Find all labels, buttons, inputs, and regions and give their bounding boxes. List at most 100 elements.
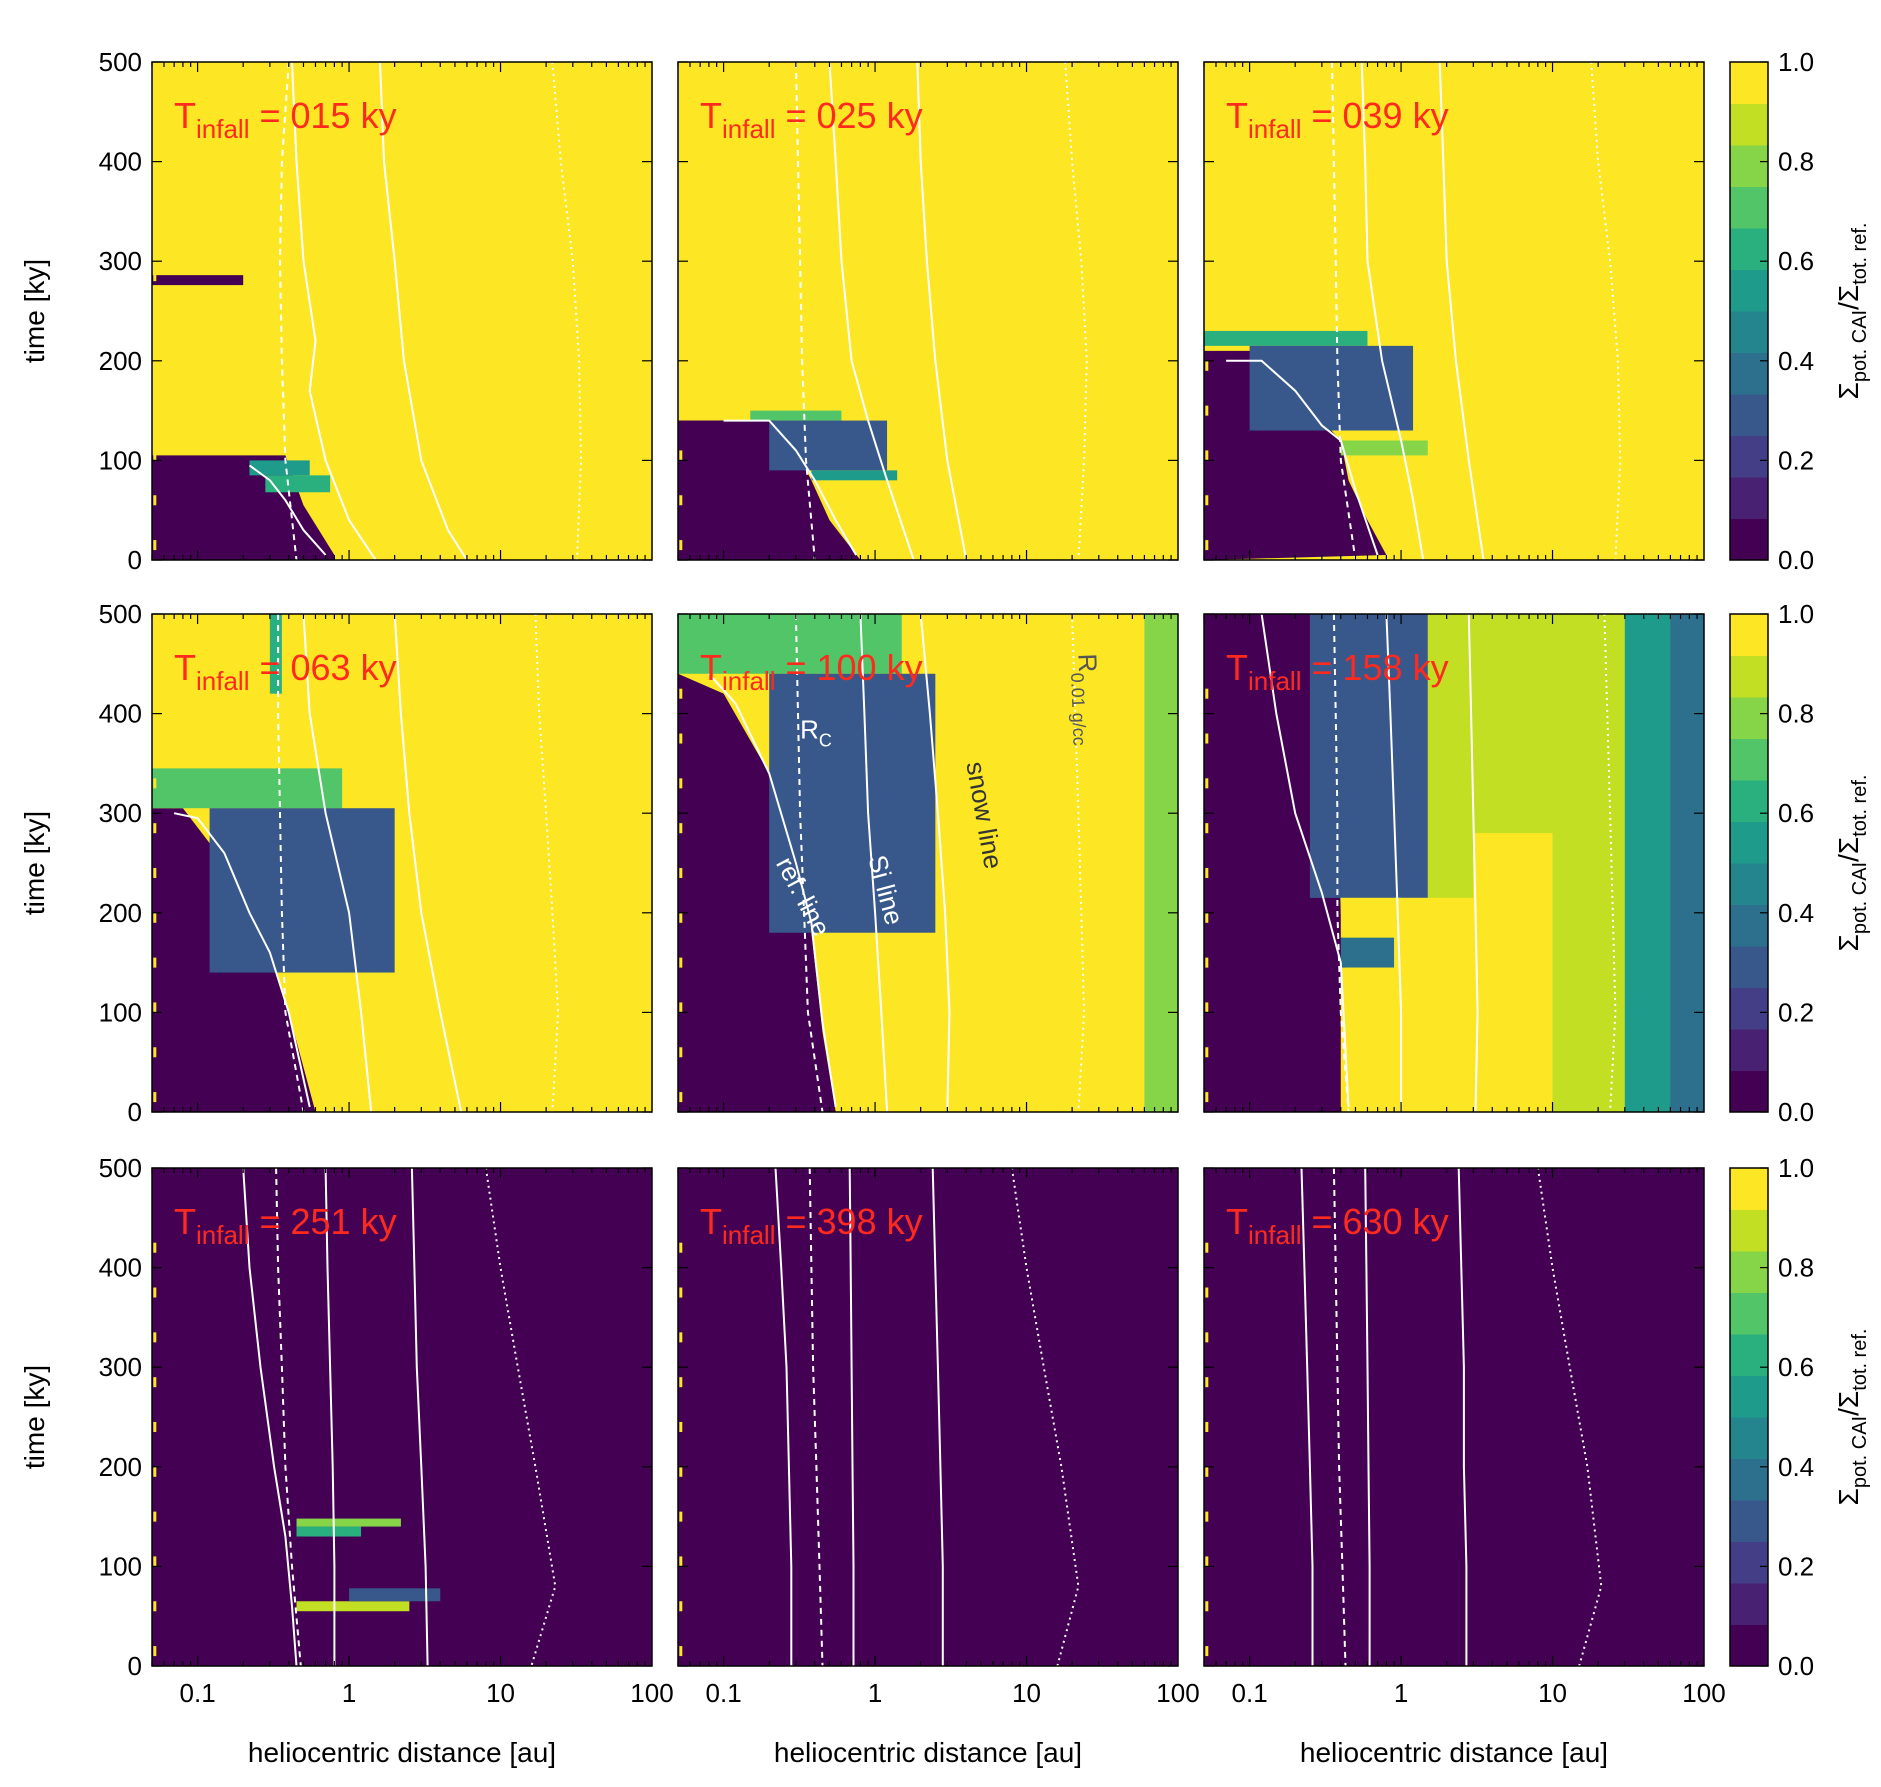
- heatmap-band: [1340, 967, 1474, 1112]
- ref-line-curve: [708, 673, 837, 1108]
- edge-cell: [679, 1092, 683, 1103]
- edge-cell: [153, 1332, 157, 1343]
- edge-cell: [153, 867, 157, 878]
- edge-cell: [679, 1601, 683, 1612]
- colorbar-swatch: [1730, 269, 1768, 312]
- x-tick-label: 10: [486, 1678, 515, 1708]
- edge-cell: [1205, 1511, 1209, 1522]
- dense-line-curve: [1603, 614, 1617, 1112]
- edge-cell: [1205, 136, 1209, 147]
- edge-cell: [679, 1002, 683, 1013]
- snow-line-curve: [1438, 62, 1485, 560]
- colorbar-swatch: [1730, 738, 1768, 781]
- si-line-curve: [291, 62, 377, 560]
- panel-title: Tinfall = 158 ky: [1226, 647, 1449, 696]
- si-line-curve: [324, 1168, 336, 1666]
- edge-cell: [679, 778, 683, 789]
- edge-cell: [153, 1002, 157, 1013]
- heatmap-band: [1309, 614, 1428, 898]
- y-tick-label: 200: [99, 346, 142, 376]
- ref-line-curve: [173, 812, 311, 1108]
- y-tick-label: 300: [99, 798, 142, 828]
- colorbar-swatch: [1730, 946, 1768, 988]
- rc-line-curve: [277, 614, 305, 1112]
- dense-line-curve: [1010, 1168, 1080, 1666]
- dense-line-curve: [534, 614, 560, 1112]
- panel-plot-area: [678, 1168, 1178, 1666]
- edge-cell: [679, 688, 683, 699]
- colorbar-tick-label: 0.2: [1778, 445, 1814, 475]
- colorbar-swatch: [1730, 1624, 1768, 1667]
- colorbar-tick-label: 0.0: [1778, 1651, 1814, 1681]
- colorbar-swatch: [1730, 228, 1768, 270]
- colorbar-frame: [1729, 61, 1769, 561]
- colorbar-tick-label: 0.8: [1778, 147, 1814, 177]
- edge-cell: [1205, 778, 1209, 789]
- edge-cell: [1205, 315, 1209, 326]
- ref-line-curve: [1260, 614, 1350, 1108]
- edge-cell: [679, 226, 683, 237]
- panel-background-cell: [678, 1168, 1178, 1666]
- colorbar-swatch: [1730, 435, 1768, 478]
- edge-cell: [153, 495, 157, 506]
- colorbar-swatch: [1730, 1417, 1768, 1459]
- edge-cell: [679, 360, 683, 371]
- edge-cell: [1205, 1421, 1209, 1432]
- panel-plot-area: [678, 614, 1178, 1112]
- heatmap-band: [1670, 614, 1704, 1112]
- edge-cell: [679, 181, 683, 192]
- edge-cell: [1205, 823, 1209, 834]
- snow-line-curve: [1457, 1168, 1468, 1666]
- heatmap-band: [769, 673, 936, 933]
- colorbar-swatch: [1730, 863, 1768, 905]
- edge-cell: [679, 450, 683, 461]
- edge-cell: [679, 1421, 683, 1432]
- y-tick-label: 400: [99, 147, 142, 177]
- x-tick-label: 100: [1156, 1678, 1199, 1708]
- edge-cell: [1205, 1377, 1209, 1388]
- colorbar-swatch: [1730, 1500, 1768, 1542]
- si-line-curve: [1364, 1168, 1371, 1666]
- heatmap-band: [678, 614, 902, 674]
- x-tick-label: 100: [630, 1678, 673, 1708]
- edge-cell: [1205, 1466, 1209, 1477]
- colorbar-swatch: [1730, 1168, 1768, 1210]
- colorbar-1: 0.0 0.2 0.4 0.6 0.8 1.0 Σpot. CAI/Σtot. ref.: [1729, 47, 1871, 575]
- x-axis-label: heliocentric distance [au]: [774, 1737, 1082, 1768]
- colorbar-label: Σpot. CAI/Σtot. ref.: [1833, 223, 1871, 400]
- y-tick-label: 0: [128, 1651, 142, 1681]
- edge-cell: [1205, 688, 1209, 699]
- edge-cell: [679, 405, 683, 416]
- colorbar-swatch: [1730, 477, 1768, 519]
- edge-cell: [153, 1242, 157, 1253]
- x-tick-label: 10: [1012, 1678, 1041, 1708]
- edge-cell: [153, 315, 157, 326]
- colorbar-swatch: [1730, 1251, 1768, 1293]
- edge-cell: [1205, 1601, 1209, 1612]
- edge-cell: [1205, 1002, 1209, 1013]
- edge-cell: [153, 1556, 157, 1567]
- edge-cell: [153, 136, 157, 147]
- edge-cell: [1205, 540, 1209, 551]
- colorbar-swatch: [1730, 655, 1768, 698]
- si-line-curve: [302, 614, 373, 1112]
- heatmap-band: [1144, 614, 1178, 1112]
- colorbar-tick-label: 1.0: [1778, 1153, 1814, 1183]
- colorbar-tick-label: 1.0: [1778, 599, 1814, 629]
- heatmap-band: [265, 475, 331, 493]
- edge-cell: [153, 1466, 157, 1477]
- y-tick-label: 500: [99, 47, 142, 77]
- heatmap-band: [296, 1518, 401, 1527]
- colorbar-swatch: [1730, 352, 1768, 395]
- edge-cell: [679, 1332, 683, 1343]
- ref-line-curve: [774, 1168, 793, 1666]
- heatmap-band: [249, 460, 310, 476]
- panel-plot-area: [1204, 62, 1704, 560]
- colorbar-tick-label: 0.4: [1778, 346, 1814, 376]
- panel-title: Tinfall = 630 ky: [1226, 1201, 1449, 1250]
- panel-frame: [677, 613, 1179, 1113]
- heatmap-band: [1340, 440, 1428, 456]
- edge-cell: [1205, 912, 1209, 923]
- heatmap-band: [269, 614, 282, 694]
- edge-cell: [679, 1047, 683, 1058]
